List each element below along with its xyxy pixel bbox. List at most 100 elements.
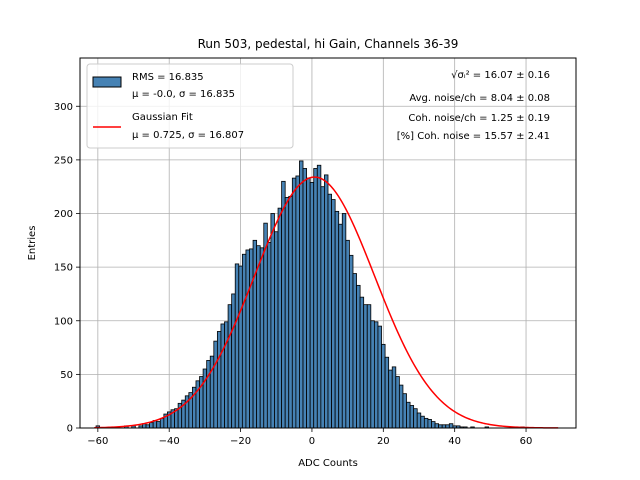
gaussian-fit-curve <box>94 176 559 429</box>
histogram-bar <box>156 421 161 429</box>
x-axis-ticks: −60 −40 −20 0 20 40 60 <box>87 428 532 447</box>
histogram-bar <box>241 253 247 429</box>
histogram-bar <box>252 239 258 429</box>
histogram-bar <box>331 199 336 429</box>
chart-title: Run 503, pedestal, hi Gain, Channels 36-… <box>198 37 459 51</box>
legend-histogram-swatch <box>92 76 122 88</box>
legend-box <box>86 63 294 149</box>
histogram-bar <box>249 248 254 429</box>
histogram-bar <box>431 421 436 429</box>
histogram-bar <box>324 174 329 429</box>
histogram-bar <box>423 417 429 429</box>
x-tick-label: 0 <box>309 436 315 447</box>
gaussian-fit-line <box>94 176 559 429</box>
histogram-bar <box>149 422 154 429</box>
histogram-bar <box>406 401 411 429</box>
annotation-total-noise-symbol: √σᵢ² <box>451 70 470 81</box>
histogram-bar <box>320 186 325 429</box>
histogram-bar <box>281 180 286 429</box>
x-tick-label: 40 <box>448 436 461 447</box>
histogram-bar <box>334 210 340 429</box>
legend-histogram-stats: μ = -0.0, σ = 16.835 <box>132 89 235 100</box>
histogram-bar <box>259 247 265 429</box>
legend-fit-stats: μ = 0.725, σ = 16.807 <box>132 130 244 141</box>
histogram-bar <box>341 213 347 429</box>
histogram-bar <box>370 320 375 429</box>
histogram-bar <box>338 223 343 429</box>
histogram-bar <box>420 415 425 429</box>
histogram-bar <box>245 249 250 429</box>
histogram-bar <box>216 331 222 429</box>
x-tick-label: −60 <box>87 436 108 447</box>
histogram-bar <box>448 423 454 429</box>
y-tick-label: 50 <box>60 370 73 381</box>
y-tick-label: 200 <box>54 209 73 220</box>
histogram-bar <box>313 168 318 429</box>
x-tick-label: −40 <box>159 436 180 447</box>
histogram-bar <box>316 164 322 429</box>
histogram-bar <box>402 393 407 429</box>
histogram-bar <box>256 245 261 429</box>
legend: RMS = 16.835 μ = -0.0, σ = 16.835 Gaussi… <box>86 63 294 149</box>
y-axis-ticks: 0 50 100 150 200 250 300 <box>54 102 80 435</box>
histogram-bar <box>373 321 379 429</box>
plot-frame <box>79 57 577 429</box>
histogram-bar <box>238 265 243 429</box>
histogram-bar <box>395 376 400 429</box>
histogram-bar <box>220 323 225 429</box>
histogram-bar <box>206 360 211 429</box>
histogram-bar <box>227 304 233 429</box>
histogram-bar <box>277 207 283 429</box>
histogram-bar <box>263 222 268 429</box>
histogram-bar <box>274 231 279 429</box>
x-tick-label: 60 <box>520 436 533 447</box>
histogram-bar <box>345 239 350 429</box>
x-tick-label: −20 <box>230 436 251 447</box>
histogram-bar <box>295 175 300 429</box>
histogram-bars <box>95 160 525 429</box>
histogram-bar <box>159 417 165 429</box>
histogram-bar <box>388 369 393 429</box>
histogram-bar <box>352 273 357 429</box>
histogram-bar <box>234 263 240 429</box>
histogram-bar <box>266 242 272 429</box>
y-tick-label: 300 <box>54 102 73 113</box>
x-tick-label: 20 <box>377 436 390 447</box>
annotation-total-noise-value: = 16.07 ± 0.16 <box>470 70 550 81</box>
histogram-bar <box>231 293 236 429</box>
legend-fit-label: Gaussian Fit <box>132 112 193 123</box>
histogram-bar <box>391 366 397 429</box>
histogram-bar <box>413 408 418 429</box>
histogram-bar <box>356 284 361 429</box>
annotation-coh-noise: Coh. noise/ch = 1.25 ± 0.19 <box>408 113 550 124</box>
histogram-bar <box>299 160 304 429</box>
histogram-bar <box>309 182 315 429</box>
histogram-bar <box>427 419 432 429</box>
y-tick-label: 150 <box>54 263 73 274</box>
histogram-bar <box>434 423 440 429</box>
histogram-bar <box>291 177 297 429</box>
histogram-bar <box>213 340 218 429</box>
histogram-bar <box>416 412 422 429</box>
histogram-bar <box>398 384 404 429</box>
annotation-coh-noise-percent: [%] Coh. noise = 15.57 ± 2.41 <box>397 131 550 142</box>
histogram-bar <box>359 296 365 429</box>
histogram-bar <box>349 254 354 429</box>
histogram-bar <box>363 304 368 429</box>
histogram-bar <box>270 213 275 429</box>
y-axis-title: Entries <box>27 226 38 261</box>
histogram-bar <box>409 405 415 429</box>
legend-histogram-label: RMS = 16.835 <box>132 72 204 83</box>
histogram-bar <box>381 343 386 429</box>
y-tick-label: 100 <box>54 316 73 327</box>
x-axis-title: ADC Counts <box>298 458 358 469</box>
histogram-bar <box>327 193 332 429</box>
histogram-bar <box>306 177 311 429</box>
histogram-bar <box>302 168 307 429</box>
annotation-total-noise: √σᵢ² = 16.07 ± 0.16 <box>451 70 550 81</box>
histogram-bar <box>377 325 382 429</box>
y-tick-label: 250 <box>54 155 73 166</box>
histogram-bar <box>284 197 290 429</box>
histogram-bar <box>224 321 229 429</box>
